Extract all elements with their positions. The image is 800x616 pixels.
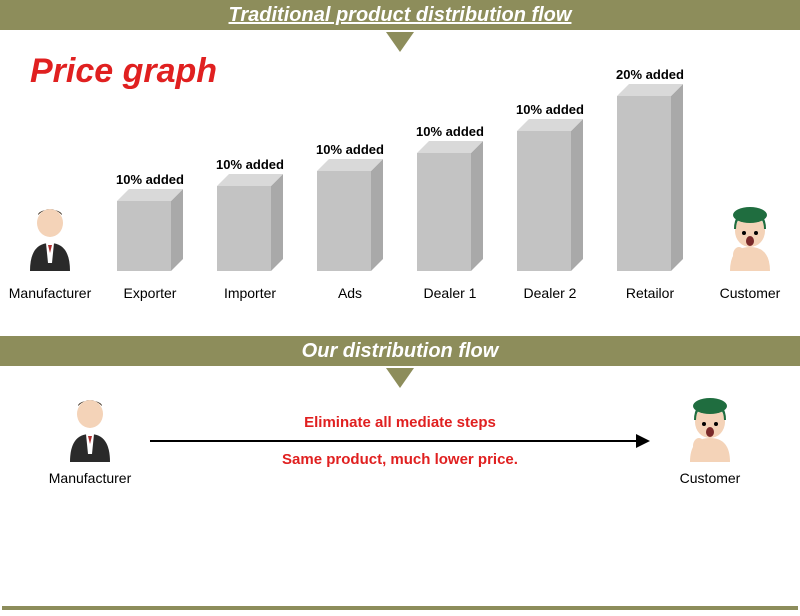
bar-retailor [617,84,683,271]
customer-icon [724,205,776,271]
chart-col-ads: 10% added [306,71,394,271]
flow-row: Manufacturer Eliminate all mediate steps… [0,396,800,486]
axis-label-customer: Customer [706,285,794,301]
axis-label-manufacturer: Manufacturer [6,285,94,301]
chart-col-customer [706,71,794,271]
bar-exporter [117,189,183,271]
bar-dealer2 [517,119,583,271]
bar-ads [317,159,383,271]
customer-icon [684,396,736,462]
manufacturer-icon [64,396,116,462]
bar-added-label: 20% added [616,67,684,82]
banner-our-flow-text: Our distribution flow [302,340,499,363]
axis-label-importer: Importer [206,285,294,301]
chart-labels-row: Manufacturer Exporter Importer Ads Dealer 1 D… [0,285,800,301]
bar-importer [217,174,283,271]
axis-label-ads: Ads [306,285,394,301]
down-arrow-icon [386,368,414,388]
bar-added-label: 10% added [116,172,184,187]
banner-traditional-text: Traditional product distribution flow [229,4,572,27]
flow-text-1: Eliminate all mediate steps [304,414,496,431]
axis-label-dealer1: Dealer 1 [406,285,494,301]
flow-manufacturer-label: Manufacturer [49,470,131,486]
flow-text-2: Same product, much lower price. [282,451,518,468]
bottom-rule [2,606,798,610]
chart-col-manufacturer [6,71,94,271]
flow-arrow-icon [150,435,650,447]
bar-added-label: 10% added [516,102,584,117]
chart-col-dealer1: 10% added [406,71,494,271]
axis-label-retailor: Retailor [606,285,694,301]
bar-dealer1 [417,141,483,271]
banner-our-flow: Our distribution flow [0,336,800,366]
chart-col-importer: 10% added [206,71,294,271]
axis-label-exporter: Exporter [106,285,194,301]
bar-added-label: 10% added [316,142,384,157]
flow-customer-label: Customer [680,470,741,486]
chart-col-dealer2: 10% added [506,71,594,271]
bar-added-label: 10% added [416,124,484,139]
bar-added-label: 10% added [216,157,284,172]
chart-col-exporter: 10% added [106,71,194,271]
flow-customer: Customer [660,396,760,486]
banner-traditional: Traditional product distribution flow [0,0,800,30]
chart-col-retailor: 20% added [606,71,694,271]
flow-center: Eliminate all mediate steps Same product… [140,410,660,472]
section-our-flow: Our distribution flow Manufacturer Elimi… [0,336,800,486]
manufacturer-icon [24,205,76,271]
chart-bars-row: 10% added 10% added 10% added 10% added 10% … [0,71,800,271]
down-arrow-icon [386,32,414,52]
price-chart: 10% added 10% added 10% added 10% added 10% … [0,71,800,301]
axis-label-dealer2: Dealer 2 [506,285,594,301]
flow-manufacturer: Manufacturer [40,396,140,486]
